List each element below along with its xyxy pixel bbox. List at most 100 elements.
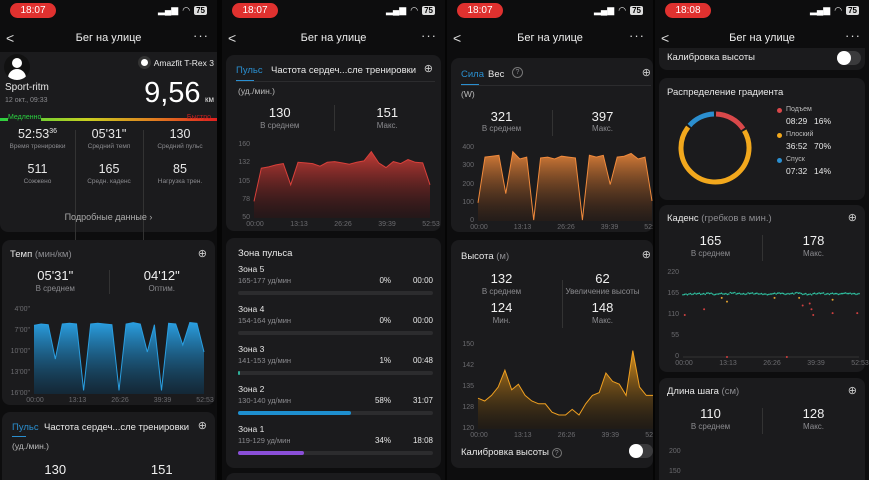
cadence-point — [708, 292, 711, 295]
cadence-point — [751, 292, 754, 294]
cadence-point — [757, 293, 760, 295]
more-button[interactable]: ··· — [193, 28, 209, 43]
more-button[interactable]: ··· — [629, 28, 645, 43]
fast-label: Быстро — [186, 114, 211, 121]
x-tick: 26:26 — [111, 397, 129, 404]
altitude-avg-label: В среднем — [481, 287, 522, 296]
watch-icon — [137, 56, 151, 69]
signal-icon: ▂▄▆ — [810, 5, 831, 15]
cadence-point — [734, 291, 736, 294]
zoom-in-icon[interactable]: ⊕ — [847, 385, 857, 397]
cadence-point — [816, 292, 819, 295]
cadence-outlier-point — [785, 356, 788, 358]
tab-post-hr[interactable]: Частота сердеч...сле тренировки — [44, 422, 190, 433]
status-time: 18:07 — [10, 3, 56, 18]
power-plot — [477, 150, 653, 221]
hr-max: 151 — [150, 462, 173, 477]
altitude-calibration-toggle[interactable] — [629, 444, 653, 458]
status-icons: ▂▄▆ ◠ 75 — [386, 5, 435, 16]
y-tick: 0 — [470, 217, 474, 224]
legend-dot — [777, 133, 782, 138]
pace-best-label: Оптим. — [148, 284, 175, 293]
altitude-calibration-toggle[interactable] — [837, 51, 861, 65]
zone-range: 141-153 уд/мин — [238, 356, 292, 365]
tab-pulse[interactable]: Пульс — [12, 422, 39, 433]
help-icon[interactable]: ? — [512, 67, 523, 78]
x-tick: 52:53 — [851, 360, 869, 367]
cadence-point — [682, 294, 684, 296]
zoom-in-icon[interactable]: ⊕ — [641, 249, 651, 261]
cadence-point — [739, 293, 742, 295]
cadence-point — [775, 293, 777, 295]
x-tick: 26:26 — [557, 224, 575, 231]
y-tick: 142 — [462, 362, 474, 369]
legend-time: 08:29 — [786, 116, 808, 126]
pace-area — [34, 322, 204, 394]
cadence-outlier-point — [720, 296, 723, 299]
cadence-point — [773, 292, 776, 294]
cadence-point — [822, 292, 825, 294]
cadence-avg-label: В среднем — [690, 249, 731, 258]
back-button[interactable]: < — [6, 30, 15, 46]
pace-avg-label: В среднем — [35, 284, 75, 293]
help-icon[interactable]: ? — [551, 448, 562, 458]
zoom-in-icon[interactable]: ⊕ — [197, 420, 207, 432]
cadence-avg: 165 — [699, 233, 722, 248]
screen-summary: 18:07 ▂▄▆ ◠ 75 < Бег на улице ··· Amazfit … — [0, 0, 217, 480]
cadence-point — [710, 292, 712, 294]
zone-percent: 0% — [379, 316, 391, 325]
x-tick: 00:00 — [470, 224, 488, 231]
tab-post-hr[interactable]: Частота сердеч...сле тренировки — [271, 65, 417, 76]
cadence-outlier-point — [831, 298, 834, 301]
tab-weight[interactable]: Вес — [488, 69, 505, 80]
altitude-plot — [477, 350, 653, 429]
y-tick: 10'00" — [10, 348, 30, 355]
cadence-point — [843, 292, 845, 294]
back-button[interactable]: < — [453, 30, 462, 46]
legend-label: Спуск — [786, 156, 805, 163]
power-card: Сила Вес ? ⊕ (W) 321 В среднем 397 Макс.… — [451, 58, 653, 232]
back-button[interactable]: < — [228, 30, 237, 46]
cadence-point — [754, 292, 757, 295]
status-time: 18:08 — [665, 3, 711, 18]
signal-icon: ▂▄▆ — [386, 5, 407, 15]
x-tick: 13:13 — [719, 360, 737, 367]
zone-percent: 58% — [374, 396, 391, 405]
cadence-point — [744, 293, 746, 296]
x-tick: 52:53 — [196, 397, 214, 404]
heart-rate-line — [253, 150, 431, 202]
details-link[interactable]: Подробные данные › — [64, 212, 153, 222]
zoom-in-icon[interactable]: ⊕ — [423, 63, 433, 75]
cadence-point — [800, 292, 803, 295]
zone-percent: 0% — [379, 276, 391, 285]
legend-dot — [777, 108, 782, 113]
signal-icon: ▂▄▆ — [594, 5, 615, 15]
device-badge: Amazfit T-Rex 3 — [137, 56, 214, 69]
screen-heart-rate: 18:07 ▂▄▆ ◠ 75 < Бег на улице ··· Пульс Ча… — [222, 0, 445, 480]
back-button[interactable]: < — [661, 30, 670, 46]
zoom-in-icon[interactable]: ⊕ — [641, 67, 651, 79]
cadence-point — [813, 292, 816, 294]
tab-pulse[interactable]: Пульс — [236, 65, 263, 76]
zoom-in-icon[interactable]: ⊕ — [847, 212, 857, 224]
cadence-point — [748, 292, 751, 295]
hr-unit: (уд./мин.) — [238, 86, 275, 96]
heart-rate-plot — [253, 150, 431, 218]
legend-percent: 16% — [814, 116, 832, 126]
wifi-icon: ◠ — [182, 5, 191, 15]
cadence-title: Каденс (гребков в мин.) — [667, 213, 772, 224]
more-button[interactable]: ··· — [845, 28, 861, 43]
y-tick: 128 — [462, 404, 474, 411]
cadence-point — [711, 293, 714, 295]
altitude-card: Высота (м) ⊕ 132 В среднем 62 Увеличение… — [451, 240, 653, 468]
zoom-in-icon[interactable]: ⊕ — [197, 248, 207, 260]
pace-title: Темп (мин/км) — [10, 249, 72, 260]
cadence-point — [722, 293, 724, 295]
cadence-point — [839, 293, 841, 295]
tab-power[interactable]: Сила — [461, 69, 484, 80]
more-button[interactable]: ··· — [421, 28, 437, 43]
x-tick: 39:39 — [378, 221, 396, 228]
y-tick: 150 — [669, 468, 681, 475]
cadence-point — [833, 293, 835, 295]
pace-card: Темп (мин/км) ⊕ 05'31" В среднем 04'12" … — [2, 240, 215, 405]
